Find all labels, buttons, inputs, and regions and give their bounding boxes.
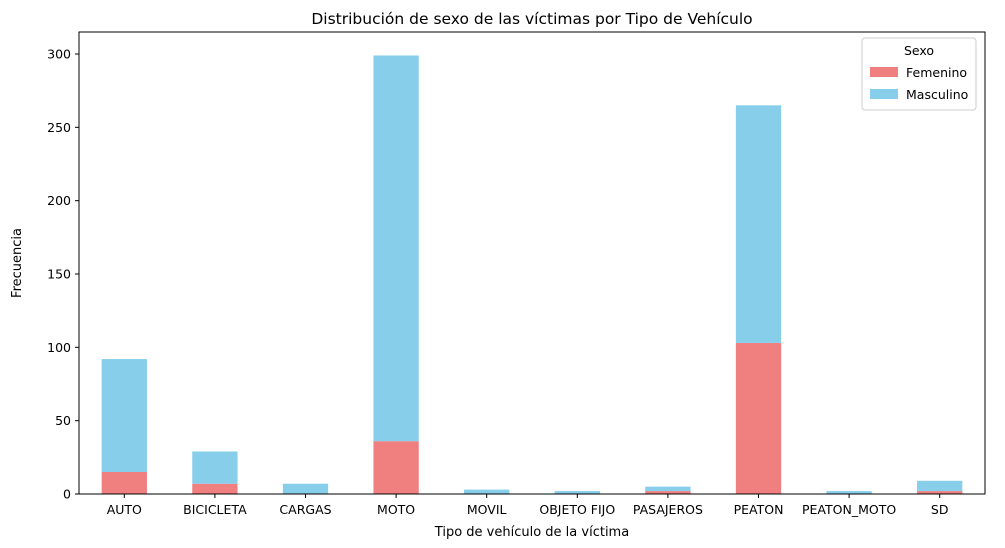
y-tick-label: 50: [55, 413, 71, 428]
bar-masculino-moto: [373, 55, 419, 442]
x-tick-label: MOTO: [377, 502, 415, 517]
legend-swatch-femenino: [870, 67, 898, 77]
bar-femenino-auto: [101, 472, 147, 494]
x-axis-label: Tipo de vehículo de la víctima: [434, 525, 629, 540]
y-tick-label: 150: [47, 267, 71, 282]
bar-masculino-movil: [464, 489, 510, 494]
bar-femenino-moto: [373, 441, 419, 494]
bars-group: [101, 55, 963, 494]
y-axis: 0 50 100 150 200 250 300: [47, 47, 79, 502]
x-tick-label: BICICLETA: [183, 502, 247, 517]
legend: Sexo Femenino Masculino: [861, 37, 977, 111]
bar-femenino-peaton: [735, 342, 782, 494]
legend-label-masculino: Masculino: [906, 87, 968, 102]
bar-masculino-objeto-fijo: [554, 491, 600, 494]
legend-label-femenino: Femenino: [906, 65, 967, 80]
y-tick-label: 250: [47, 120, 71, 135]
y-tick-label: 0: [63, 487, 71, 502]
y-tick-label: 100: [47, 340, 71, 355]
y-tick-label: 200: [47, 193, 71, 208]
bar-masculino-peaton-moto: [826, 491, 872, 494]
y-tick-label: 300: [47, 47, 71, 62]
x-tick-label: SD: [931, 502, 949, 517]
bar-femenino-sd: [917, 491, 963, 494]
bar-masculino-peaton: [735, 105, 782, 343]
y-axis-label: Frecuencia: [10, 228, 25, 298]
bar-masculino-auto: [101, 359, 147, 472]
bar-femenino-pasajeros: [645, 491, 691, 494]
x-axis: AUTO BICICLETA CARGAS MOTO MOVIL OBJETO FIJO P…: [107, 494, 949, 517]
legend-swatch-masculino: [870, 89, 898, 99]
x-tick-label: PEATON_MOTO: [802, 502, 896, 517]
bar-masculino-pasajeros: [645, 486, 691, 492]
x-tick-label: PEATON: [734, 502, 784, 517]
x-tick-label: CARGAS: [279, 502, 331, 517]
x-tick-label: AUTO: [107, 502, 142, 517]
bar-masculino-sd: [917, 480, 963, 492]
plot-frame: [78, 31, 986, 495]
x-tick-label: MOVIL: [467, 502, 507, 517]
legend-title: Sexo: [904, 43, 934, 58]
x-tick-label: OBJETO FIJO: [539, 502, 615, 517]
bar-masculino-cargas: [282, 483, 329, 494]
chart-title: Distribución de sexo de las víctimas por…: [311, 10, 752, 28]
bar-femenino-bicicleta: [192, 483, 238, 494]
bar-masculino-bicicleta: [192, 451, 238, 484]
x-tick-label: PASAJEROS: [633, 502, 703, 517]
